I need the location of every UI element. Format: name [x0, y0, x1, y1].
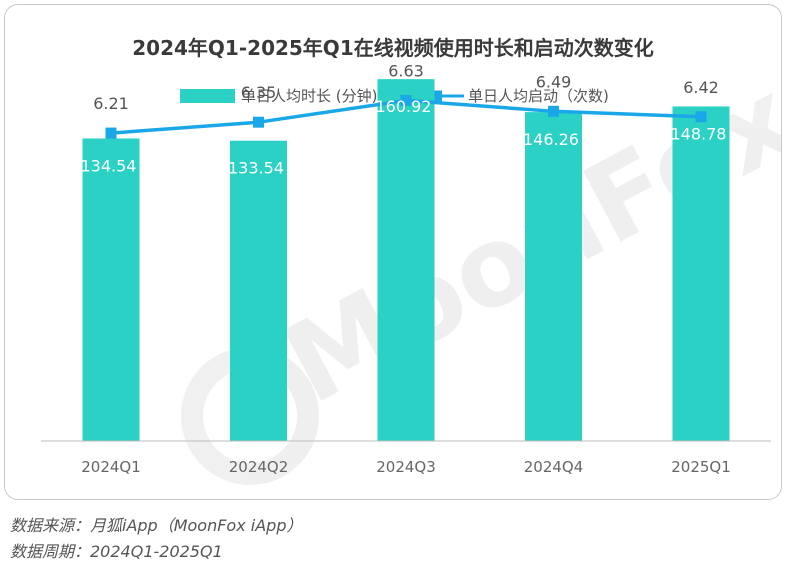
line-point-2025Q1 — [695, 111, 707, 123]
data-period-note: 数据周期：2024Q1-2025Q1 — [10, 542, 223, 561]
line-value-label: 6.42 — [683, 78, 719, 97]
x-tick-label: 2024Q4 — [524, 458, 584, 476]
x-tick-label: 2025Q1 — [671, 458, 731, 476]
x-tick-label: 2024Q3 — [376, 458, 436, 476]
watermark-logo-icon — [181, 346, 320, 485]
bar-value-label: 160.92 — [376, 97, 432, 116]
bar-2024Q2 — [230, 140, 287, 441]
line-value-label: 6.49 — [536, 72, 572, 91]
line-value-label: 6.35 — [241, 83, 277, 102]
line-value-label: 6.63 — [388, 61, 424, 80]
bar-value-label: 133.54 — [228, 159, 284, 178]
chart-title: 2024年Q1-2025年Q1在线视频使用时长和启动次数变化 — [132, 36, 654, 60]
x-tick-label: 2024Q1 — [81, 458, 141, 476]
line-point-2024Q1 — [105, 127, 117, 139]
legend-swatch-bar — [180, 89, 235, 103]
legend-label-bar: 单日人均时长 (分钟) — [241, 87, 377, 105]
bar-2025Q1 — [672, 106, 730, 442]
bar-2024Q3 — [377, 79, 435, 441]
bar-value-label: 146.26 — [523, 130, 579, 149]
data-source-note: 数据来源：月狐iApp（MoonFox iApp） — [10, 516, 303, 535]
line-point-2024Q4 — [548, 105, 559, 117]
bar-value-label: 148.78 — [671, 124, 727, 143]
line-point-2024Q3 — [400, 94, 412, 106]
line-value-label: 6.21 — [93, 94, 129, 113]
bar-value-label: 134.54 — [81, 156, 137, 175]
legend-label-line: 单日人均启动（次数) — [468, 87, 609, 105]
x-tick-label: 2024Q2 — [229, 458, 289, 476]
chart-frame: 2024年Q1-2025年Q1在线视频使用时长和启动次数变化 MoonFox 单… — [4, 4, 782, 500]
chart-canvas: MoonFox 单日人均时长 (分钟) 单日人均启动（次数) 2024Q1 2024… — [41, 54, 781, 485]
bar-2024Q1 — [82, 138, 140, 442]
bar-2024Q4 — [525, 112, 582, 442]
line-point-2024Q2 — [253, 116, 264, 128]
legend-marker — [431, 90, 442, 102]
